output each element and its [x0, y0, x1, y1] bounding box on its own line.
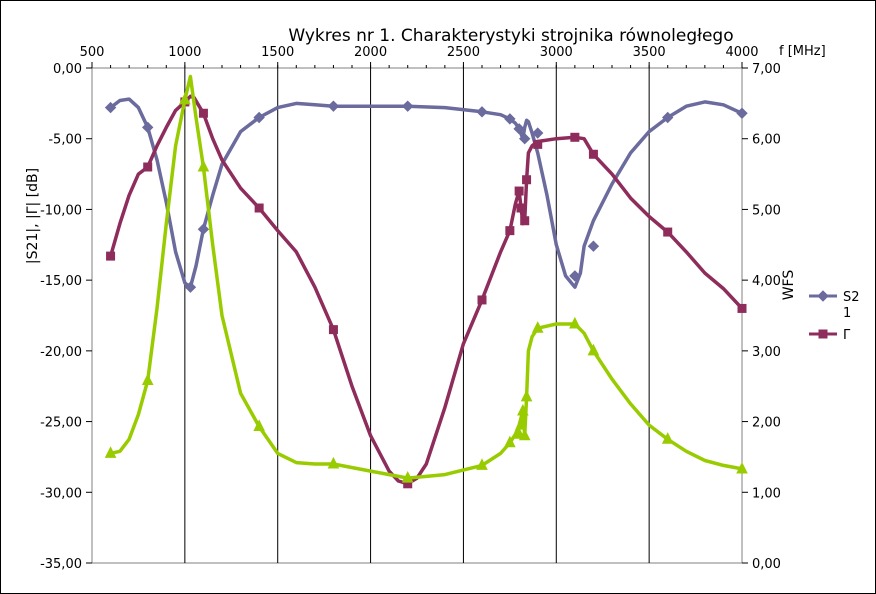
data-point-s21: [513, 123, 525, 135]
data-point-wfs: [736, 461, 748, 474]
legend-marker: [817, 290, 829, 302]
x-tick-label: 3500: [633, 45, 666, 60]
data-point-wfs: [179, 92, 191, 105]
data-point-s21: [142, 121, 154, 134]
data-point-gamma: [254, 203, 264, 213]
data-point-wfs: [401, 471, 414, 483]
series-line-s21: [108, 97, 744, 289]
data-point-wfs: [253, 419, 265, 432]
y-right-tick-label: 3,00: [752, 345, 781, 360]
series-line-wfs: [108, 74, 744, 480]
data-point-wfs: [569, 316, 581, 329]
y-right-axis-title: WFS: [781, 270, 797, 301]
data-point-gamma: [514, 186, 524, 196]
y-right-tick-label: 2,00: [752, 416, 781, 431]
chart-title: Wykres nr 1. Charakterystyki strojnika r…: [288, 26, 733, 46]
y-right-tick-label: 5,00: [752, 203, 781, 218]
x-tick-label: 4000: [725, 45, 758, 60]
y-right-tick-label: 4,00: [752, 274, 781, 289]
data-point-wfs: [531, 321, 544, 333]
data-point-gamma: [522, 175, 532, 185]
y-right-tick-label: 6,00: [752, 133, 781, 148]
x-tick-label: 500: [80, 45, 105, 60]
x-tick-label: 1500: [261, 45, 294, 60]
legend-label: S2: [843, 290, 860, 305]
x-tick-label: 1000: [168, 45, 201, 60]
data-point-wfs: [520, 389, 533, 402]
data-point-gamma: [737, 303, 747, 313]
y-left-tick-label: -15,00: [40, 274, 82, 289]
data-point-wfs: [661, 432, 674, 444]
data-point-wfs: [518, 428, 531, 441]
data-point-wfs: [197, 159, 210, 172]
data-point-s21: [184, 281, 197, 293]
data-point-wfs: [476, 458, 488, 470]
data-point-s21: [519, 133, 531, 145]
y-left-tick-label: 0,00: [53, 62, 82, 77]
data-point-wfs: [104, 446, 117, 458]
y-right-tick-label: 7,00: [752, 62, 781, 77]
y-left-tick-label: -25,00: [40, 416, 82, 431]
data-point-wfs: [141, 373, 154, 386]
y-left-tick-label: -30,00: [40, 486, 82, 501]
x-tick-label: 2500: [447, 45, 480, 60]
data-point-s21: [504, 113, 516, 125]
legend-marker: [818, 329, 828, 339]
x-tick-label: 3000: [540, 45, 573, 60]
data-point-s21: [662, 111, 674, 124]
y-right-tick-label: 0,00: [752, 557, 781, 572]
data-point-gamma: [143, 162, 153, 172]
data-point-gamma: [516, 203, 526, 213]
x-axis-title: f [MHz]: [779, 44, 826, 59]
data-point-s21: [587, 240, 600, 252]
legend-label: Γ: [843, 328, 851, 343]
data-point-wfs: [517, 403, 529, 416]
data-point-wfs: [327, 456, 340, 469]
data-point-gamma: [106, 251, 116, 261]
data-point-gamma: [328, 325, 338, 335]
data-point-wfs: [515, 417, 527, 430]
x-tick-label: 2000: [354, 45, 387, 60]
data-point-s21: [104, 101, 117, 114]
data-point-gamma: [533, 139, 543, 149]
y-left-tick-label: -10,00: [40, 203, 82, 218]
y-left-tick-label: -5,00: [48, 133, 82, 148]
data-point-wfs: [587, 343, 600, 356]
legend-label: 1: [843, 306, 851, 321]
data-point-gamma: [570, 132, 580, 142]
data-point-s21: [197, 223, 210, 235]
data-point-wfs: [504, 435, 516, 448]
data-point-s21: [402, 100, 414, 112]
data-point-gamma: [663, 227, 673, 237]
y-left-tick-label: -20,00: [40, 345, 82, 360]
data-point-s21: [532, 127, 544, 139]
data-point-s21: [569, 270, 581, 282]
y-right-tick-label: 1,00: [752, 486, 781, 501]
data-point-gamma: [477, 295, 487, 305]
data-point-s21: [253, 111, 265, 124]
data-point-gamma: [198, 108, 208, 118]
y-left-tick-label: -35,00: [40, 557, 82, 572]
data-point-s21: [736, 107, 748, 119]
data-point-gamma: [588, 149, 598, 159]
plot-area: [91, 67, 743, 564]
data-point-gamma: [505, 226, 515, 236]
data-point-gamma: [520, 216, 530, 226]
y-left-axis-title: |S21|, |Γ| [dB]: [25, 168, 41, 264]
data-point-s21: [476, 106, 488, 118]
data-point-s21: [327, 100, 340, 112]
